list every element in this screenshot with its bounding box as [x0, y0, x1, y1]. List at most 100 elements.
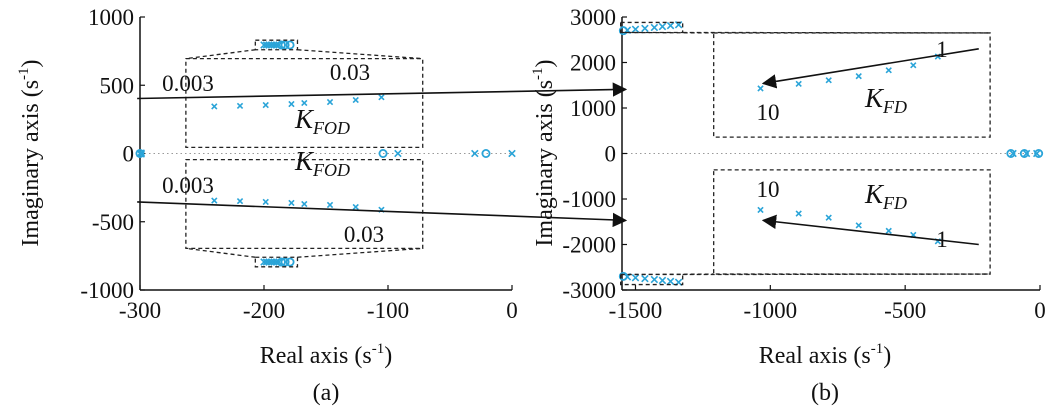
zoom-pole-marker — [288, 100, 295, 108]
pole-marker — [471, 149, 479, 158]
pole-marker — [641, 274, 649, 283]
pole-marker — [508, 149, 516, 158]
zoom-pole-marker — [855, 222, 862, 229]
pole-marker — [658, 22, 667, 31]
zoom-connector — [185, 49, 256, 60]
x-tick-label: -500 — [884, 298, 926, 323]
zoom-pole-marker — [352, 96, 359, 104]
y-axis-title: Imaginary axis (s-1) — [530, 59, 558, 246]
y-tick-label: 1000 — [570, 96, 616, 121]
pole-marker — [1009, 149, 1017, 158]
x-axis-title-close: ) — [384, 343, 392, 369]
zoom-source-region — [620, 21, 684, 34]
zero-marker — [285, 40, 295, 50]
zoom-pole-marker — [910, 62, 917, 69]
y-axis-title-close: ) — [532, 59, 558, 67]
zoom-pole-marker — [885, 227, 892, 235]
pole-marker — [631, 273, 640, 282]
zoom-inset-box — [713, 32, 991, 138]
zoom-pole-marker — [378, 94, 385, 101]
zero-marker — [276, 257, 286, 267]
zoom-pole-marker — [352, 203, 359, 211]
zoom-inset-box — [185, 57, 424, 149]
zoom-pole-marker — [326, 201, 334, 209]
zoom-pole-marker — [795, 80, 802, 88]
direction-arrow — [137, 201, 628, 228]
zoom-pole-marker — [301, 200, 308, 208]
y-tick-label: 1000 — [88, 5, 134, 30]
x-tick-label: -100 — [367, 298, 409, 323]
x-axis-title: Real axis (s-1) — [260, 341, 392, 369]
gain-parameter-subscript: FOD — [312, 160, 350, 180]
zoom-inset: 1 10 KFD — [620, 21, 991, 138]
zero-marker — [280, 257, 290, 267]
y-axis-title-text: Imaginary axis (s — [532, 80, 558, 247]
pole-marker — [631, 25, 640, 34]
zoom-pole-marker — [885, 67, 892, 74]
zero-marker — [618, 26, 628, 36]
zero-marker — [1034, 148, 1044, 158]
pole-marker — [650, 275, 659, 284]
zero-marker — [1019, 148, 1029, 158]
y-tick-label: -1000 — [562, 187, 616, 212]
gain-parameter-subscript: FD — [882, 193, 907, 213]
pole-marker — [394, 149, 402, 158]
zoom-pole-marker — [236, 197, 244, 205]
x-tick-label: -1000 — [743, 298, 797, 323]
zoom-series — [211, 94, 385, 110]
zoom-pole-marker — [288, 199, 295, 207]
y-ticks: -1000 -500 0 500 1000 — [80, 5, 145, 303]
pole-marker — [275, 258, 283, 266]
gain-parameter-label: KFD — [864, 83, 907, 117]
pole-marker — [666, 277, 675, 286]
pole-marker — [275, 41, 283, 49]
y-tick-label: 0 — [123, 142, 135, 167]
y-axis-unit-exponent: -1 — [16, 67, 32, 80]
gain-start-label: 1 — [936, 37, 948, 62]
x-axis-unit-exponent: -1 — [372, 341, 385, 357]
zero-marker — [135, 148, 145, 158]
x-axis-title: Real axis (s-1) — [759, 341, 891, 369]
panel-label: (b) — [811, 380, 839, 406]
pole-marker — [1022, 149, 1031, 158]
y-tick-label: -3000 — [562, 278, 616, 303]
gain-end-label: 0.03 — [330, 60, 370, 85]
pole-marker — [674, 20, 683, 29]
x-axis-title-text: Real axis (s — [260, 343, 372, 369]
zoom-pole-marker — [262, 101, 269, 109]
y-tick-label: 0 — [605, 142, 617, 167]
zoom-pole-marker — [211, 103, 218, 110]
gain-start-label: 0.003 — [162, 71, 214, 96]
y-axis-title: Imaginary axis (s-1) — [16, 59, 44, 246]
zoom-connector — [297, 247, 423, 258]
y-tick-label: -2000 — [562, 233, 616, 258]
pole-marker — [666, 21, 675, 30]
pole-marker — [1032, 149, 1041, 158]
x-tick-label: 0 — [1034, 298, 1046, 323]
zoom-pole-marker — [326, 98, 334, 106]
direction-arrow — [761, 48, 979, 89]
zoom-source-region — [254, 39, 299, 51]
panel-label: (a) — [313, 380, 340, 406]
pole-marker — [641, 24, 649, 33]
zoom-inset-box — [713, 169, 991, 275]
gain-end-label: 10 — [757, 100, 780, 125]
zoom-pole-marker — [262, 198, 269, 206]
x-tick-label: 0 — [506, 298, 518, 323]
gain-parameter-subscript: FOD — [312, 118, 350, 138]
gain-parameter-symbol: K — [294, 104, 315, 134]
zoom-pole-marker — [301, 99, 308, 107]
gain-end-label: 10 — [757, 177, 780, 202]
x-axis-unit-exponent: -1 — [871, 341, 884, 357]
zoom-inset-box — [185, 158, 424, 250]
x-ticks: -300 -200 -100 0 — [119, 285, 518, 323]
x-axis-title-close: ) — [883, 343, 891, 369]
x-tick-label: -200 — [243, 298, 285, 323]
y-tick-label: -500 — [92, 210, 134, 235]
zero-marker — [1006, 148, 1016, 158]
panel-b: -3000 -2000 -1000 0 1000 2000 3000 -1500 -1000 -5… — [530, 5, 1046, 406]
zero-marker — [280, 40, 290, 50]
y-axis-title-close: ) — [18, 59, 44, 67]
